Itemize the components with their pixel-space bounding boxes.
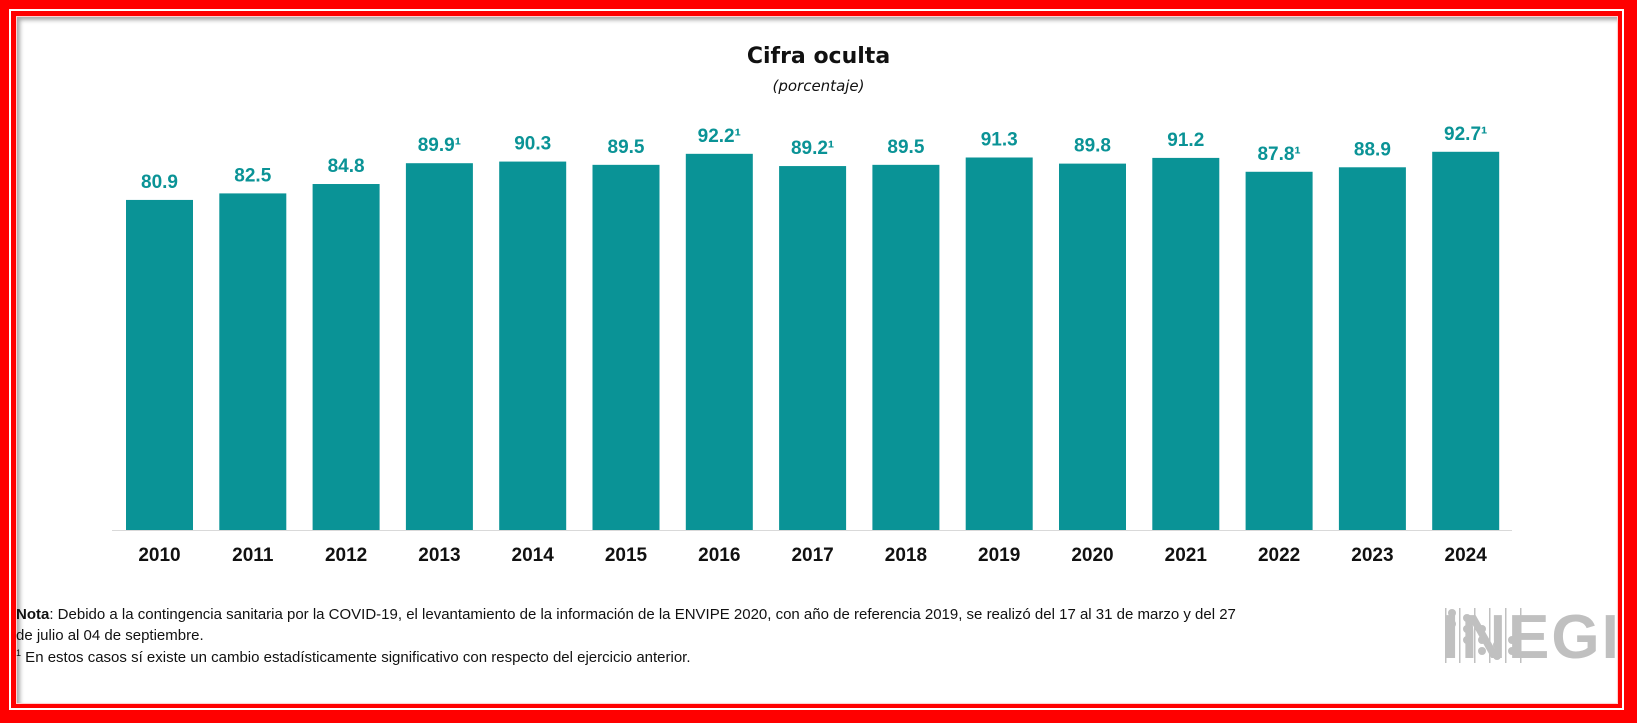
bar-2019 [965,157,1033,530]
x-tick-label: 2019 [978,545,1020,566]
inegi-logo-icon [1445,608,1522,663]
x-tick-label: 2020 [1071,545,1113,566]
data-label-2019: 91.3 [981,129,1018,150]
x-tick-label: 2014 [512,545,555,566]
data-label-2012: 84.8 [328,156,365,177]
outer-frame [9,9,1624,710]
bar-2021 [1152,157,1220,531]
data-label-2011: 82.5 [234,165,271,186]
footnote-body: En estos casos sí existe un cambio estad… [21,649,691,666]
x-tick-label: 2016 [698,545,740,566]
x-tick-label: 2018 [885,545,927,566]
data-label-2020: 89.8 [1074,136,1111,157]
data-label-2018: 89.5 [887,137,924,158]
x-tick-label: 2021 [1165,545,1208,566]
x-tick-label: 2022 [1258,545,1300,566]
bar-2015 [592,164,660,530]
data-label-2015: 89.5 [608,137,645,158]
data-label-2014: 90.3 [514,134,551,155]
bar-2014 [499,161,567,531]
bar-2024 [1432,151,1500,530]
bar-2023 [1338,167,1406,530]
data-label-2024: 92.7¹ [1444,124,1487,145]
bar-2016 [685,153,753,530]
data-label-2013: 89.9¹ [418,135,461,156]
x-tick-label: 2010 [138,545,180,566]
bar-chart: 80.9 2010 82.5 2011 84.8 2012 89.9¹ 2013 90.3 201… [112,124,1512,566]
x-tick-label: 2017 [791,545,833,566]
chart-subtitle: (porcentaje) [772,77,865,95]
note-label: Nota [16,606,50,623]
chart-title: Cifra oculta [746,44,891,69]
x-tick-label: 2024 [1445,545,1488,566]
bar-2011 [219,193,287,530]
bar-2017 [779,166,847,530]
bar-2013 [405,163,473,530]
x-tick-label: 2013 [418,545,460,566]
bar-2022 [1245,171,1313,530]
bar-2018 [872,164,940,530]
data-label-2023: 88.9 [1354,139,1391,160]
data-label-2021: 91.2 [1167,130,1204,151]
x-tick-label: 2012 [325,545,367,566]
x-tick-label: 2023 [1351,545,1393,566]
note-text: Nota: Debido a la contingencia sanitaria… [16,604,1256,646]
footnote-mark: 1 [16,648,22,658]
inegi-logo-text: INEGI [1442,603,1621,672]
note-body: : Debido a la contingencia sanitaria por… [16,606,1236,644]
footnote: 1 En estos casos sí existe un cambio est… [16,648,691,666]
data-label-2022: 87.8¹ [1257,144,1300,165]
bar-2020 [1059,163,1126,530]
bar-2010 [126,199,193,531]
x-tick-label: 2011 [232,545,274,566]
data-label-2010: 80.9 [141,172,178,193]
bar-2012 [312,184,380,531]
x-tick-label: 2015 [605,545,648,566]
data-label-2017: 89.2¹ [791,138,834,159]
data-label-2016: 92.2¹ [698,126,741,147]
